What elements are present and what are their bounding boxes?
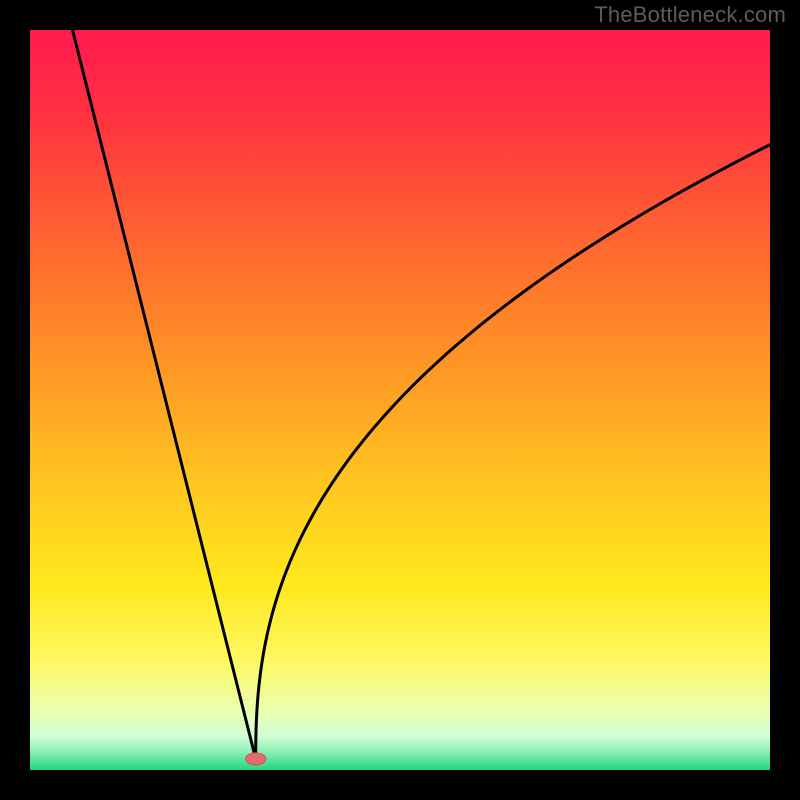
bottleneck-chart bbox=[0, 0, 800, 800]
watermark-text: TheBottleneck.com bbox=[594, 2, 786, 28]
chart-container: TheBottleneck.com bbox=[0, 0, 800, 800]
optimum-marker bbox=[246, 753, 266, 765]
